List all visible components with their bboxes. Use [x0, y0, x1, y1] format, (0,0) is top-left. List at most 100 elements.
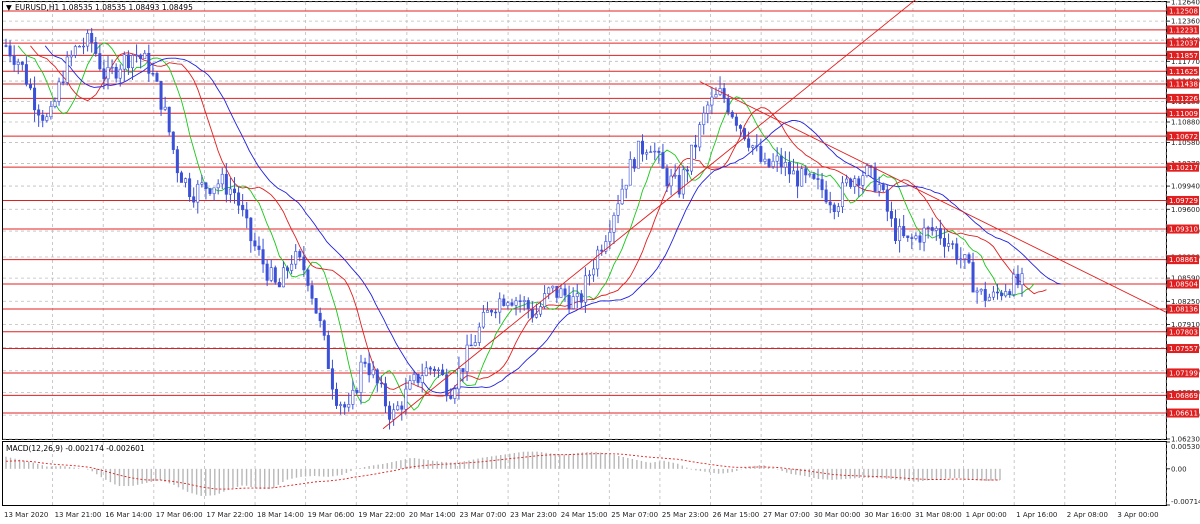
candle-body: [804, 168, 808, 176]
candle-body: [465, 344, 469, 372]
level-price-label: 1.08504: [1169, 281, 1198, 289]
candle-body: [77, 45, 81, 48]
level-price-label: 1.11625: [1169, 68, 1198, 76]
candle-body: [200, 182, 204, 185]
candle-body: [665, 168, 669, 187]
candle-body: [269, 267, 273, 281]
candle-body: [310, 285, 314, 299]
grid-lines: [3, 1, 1167, 505]
candle-body: [61, 81, 65, 84]
time-label: 2 Apr 08:00: [1067, 511, 1108, 519]
price-tick-label: 1.12360: [1171, 18, 1200, 26]
level-price-tag: [1167, 93, 1199, 103]
time-label: 18 Mar 14:00: [257, 511, 304, 519]
level-price-label: 1.06611: [1169, 410, 1198, 418]
candle-body: [359, 361, 363, 393]
candle-body: [587, 274, 591, 277]
level-price-tag: [1167, 66, 1199, 76]
candle-body: [155, 73, 159, 82]
candle-body: [967, 254, 971, 263]
candle-body: [257, 245, 261, 250]
candle-body: [991, 291, 995, 298]
candle-body: [828, 201, 832, 206]
price-tick-label: 1.12640: [1171, 0, 1200, 7]
candle-body: [253, 240, 257, 247]
candle-body: [228, 188, 232, 195]
time-label: 3 Apr 00:00: [1117, 511, 1158, 519]
level-price-label: 1.10672: [1169, 133, 1198, 141]
ma-slow-line: [44, 45, 1062, 394]
candle-body: [1012, 273, 1016, 295]
candle-body: [363, 361, 367, 364]
candle-body: [747, 138, 751, 148]
descending-trendline: [699, 81, 1167, 313]
level-price-label: 1.11009: [1169, 110, 1198, 118]
level-price-tag: [1167, 195, 1199, 205]
candle-body: [502, 298, 506, 306]
candle-body: [853, 178, 857, 187]
symbol-info: EURUSD,H1 1.08535 1.08535 1.08493 1.0849…: [15, 3, 193, 12]
candle-body: [1020, 273, 1024, 286]
candle-body: [437, 369, 441, 372]
candle-body: [702, 112, 706, 125]
candle-body: [996, 291, 1000, 294]
candle-body: [526, 300, 530, 310]
candle-body: [579, 293, 583, 303]
candle-body: [351, 390, 355, 405]
time-label: 23 Mar 23:00: [510, 511, 557, 519]
time-label: 25 Mar 23:00: [662, 511, 709, 519]
candle-body: [824, 189, 828, 203]
level-price-tag: [1167, 408, 1199, 418]
level-price-label: 1.12508: [1169, 8, 1198, 16]
candle-body: [379, 382, 383, 385]
candle-body: [796, 170, 800, 187]
level-price-tag: [1167, 162, 1199, 172]
candle-body: [49, 106, 53, 118]
candle-body: [800, 168, 804, 187]
candle-body: [641, 140, 645, 155]
candle-body: [404, 388, 408, 410]
candle-body: [649, 151, 653, 153]
candle-body: [82, 45, 86, 48]
candle-body: [449, 395, 453, 399]
candle-body: [612, 215, 616, 233]
ma-mid-line: [30, 45, 1047, 397]
candle-body: [624, 184, 628, 190]
candle-body: [196, 183, 200, 203]
candle-body: [167, 106, 171, 133]
candle-body: [751, 145, 755, 148]
candle-body: [16, 61, 20, 65]
candle-body: [245, 209, 249, 219]
candle-body: [428, 367, 432, 370]
candle-body: [543, 293, 547, 307]
candle-body: [677, 175, 681, 195]
candle-body: [147, 52, 151, 74]
candle-body: [534, 313, 538, 318]
candle-body: [987, 296, 991, 301]
candle-body: [816, 178, 820, 180]
level-price-tag: [1167, 50, 1199, 60]
candle-body: [171, 131, 175, 150]
candle-body: [857, 178, 861, 186]
candle-body: [755, 145, 759, 147]
trend-lines[interactable]: [382, 0, 1167, 430]
candle-body: [302, 256, 306, 271]
candle-body: [281, 267, 285, 288]
candle-body: [461, 368, 465, 372]
level-price-tag: [1167, 108, 1199, 118]
time-axis-labels: 13 Mar 2020 13 Mar 21:00 16 Mar 14:00 17 Ma…: [4, 511, 1159, 519]
candle-body: [392, 409, 396, 420]
candle-body: [110, 66, 114, 69]
level-price-tag: [1167, 327, 1199, 337]
candle-body: [906, 235, 910, 238]
time-label: 19 Mar 06:00: [308, 511, 355, 519]
candle-body: [175, 149, 179, 174]
candle-body: [861, 175, 865, 186]
level-price-tag: [1167, 390, 1199, 400]
candle-body: [563, 288, 567, 296]
candle-body: [518, 300, 522, 302]
price-tick-label: 1.10580: [1171, 139, 1200, 147]
candle-body: [126, 54, 130, 69]
level-price-label: 1.11438: [1169, 81, 1198, 89]
